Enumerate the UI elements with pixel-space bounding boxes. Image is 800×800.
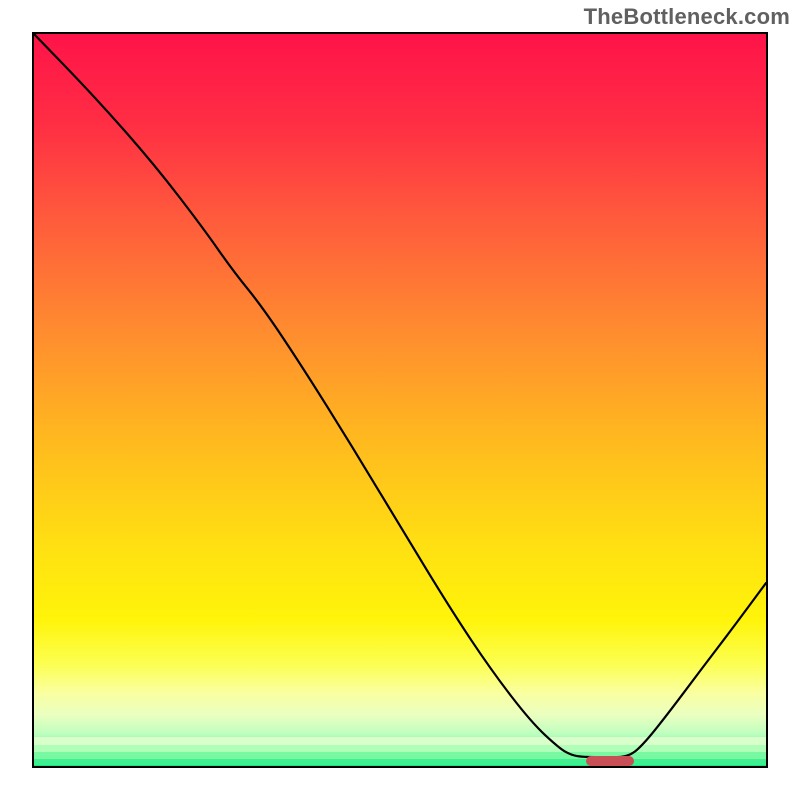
bottleneck-curve: [34, 34, 766, 766]
optimal-range-marker: [586, 756, 634, 766]
chart-plot-area: [32, 32, 768, 768]
watermark-text: TheBottleneck.com: [584, 4, 790, 30]
